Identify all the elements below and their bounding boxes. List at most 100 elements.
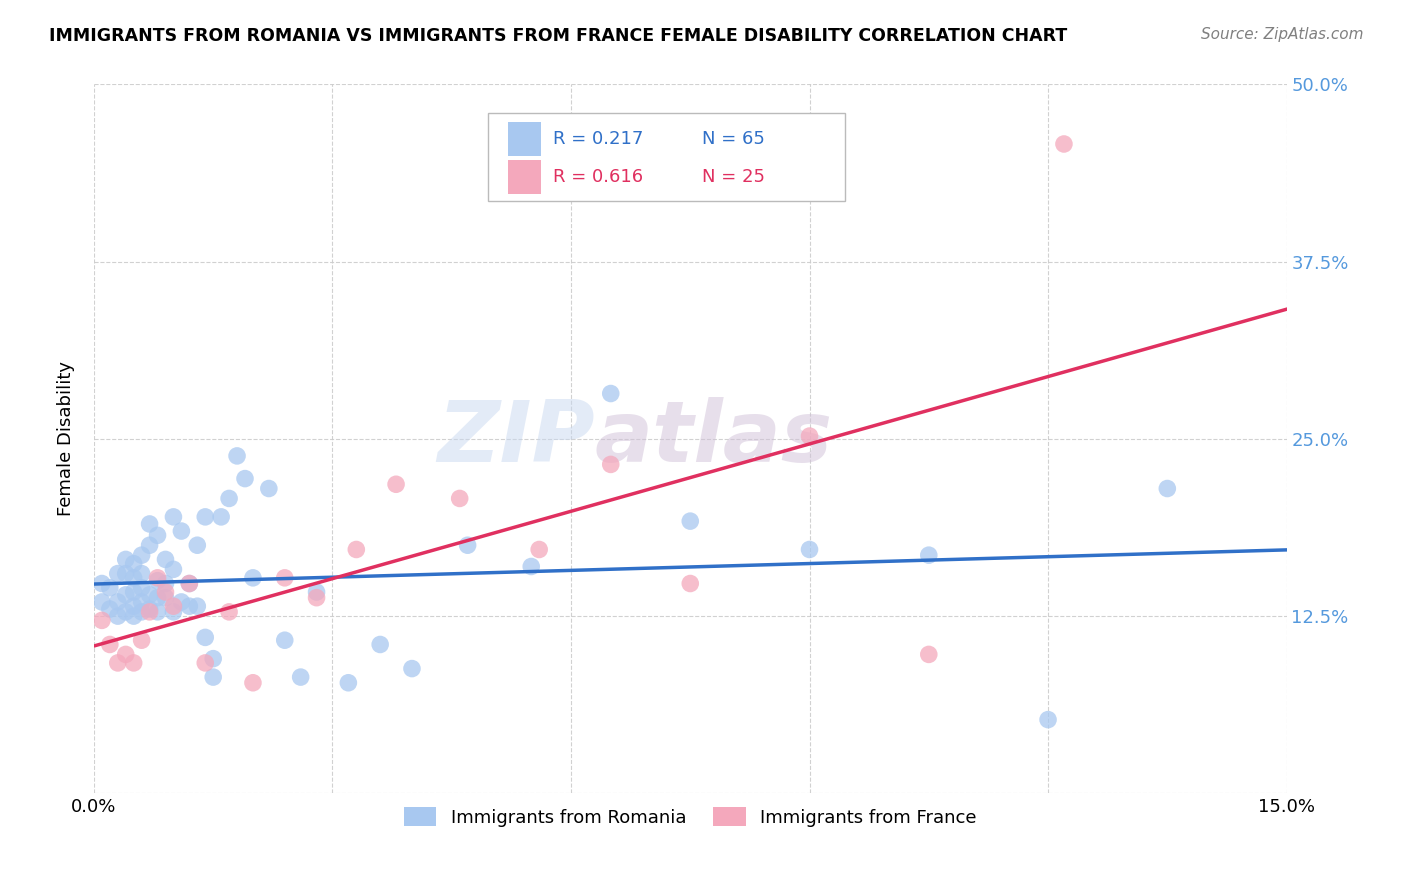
Point [107, 566, 129, 581]
Text: IMMIGRANTS FROM ROMANIA VS IMMIGRANTS FROM FRANCE FEMALE DISABILITY CORRELATION : IMMIGRANTS FROM ROMANIA VS IMMIGRANTS FR… [49, 27, 1067, 45]
Point [242, 675, 264, 690]
Point [162, 509, 184, 524]
Point [122, 557, 145, 571]
Y-axis label: Female Disability: Female Disability [58, 361, 75, 516]
Point [527, 542, 550, 557]
Point [194, 509, 217, 524]
Point [138, 516, 160, 531]
Text: N = 65: N = 65 [702, 130, 765, 148]
Point [131, 581, 153, 595]
Point [90, 576, 112, 591]
Point [98, 581, 121, 595]
Point [599, 458, 621, 472]
Point [179, 576, 201, 591]
Point [146, 591, 169, 605]
Text: R = 0.217: R = 0.217 [553, 130, 644, 148]
Point [257, 482, 280, 496]
Point [242, 571, 264, 585]
FancyBboxPatch shape [508, 160, 541, 194]
Point [179, 599, 201, 614]
Point [274, 571, 297, 585]
Point [202, 670, 225, 684]
Point [162, 605, 184, 619]
Point [449, 491, 471, 506]
Point [799, 542, 821, 557]
Point [107, 595, 129, 609]
Point [131, 595, 153, 609]
Point [131, 548, 153, 562]
Point [305, 591, 328, 605]
Point [179, 576, 201, 591]
Point [155, 585, 177, 599]
Point [107, 656, 129, 670]
Point [162, 599, 184, 614]
Point [385, 477, 408, 491]
Point [162, 562, 184, 576]
Point [599, 386, 621, 401]
Point [90, 613, 112, 627]
Point [218, 605, 240, 619]
FancyBboxPatch shape [488, 112, 845, 202]
Point [918, 648, 941, 662]
Point [131, 605, 153, 619]
Point [122, 609, 145, 624]
Point [155, 591, 177, 605]
Point [138, 538, 160, 552]
Point [107, 609, 129, 624]
Point [114, 566, 136, 581]
Point [138, 605, 160, 619]
Point [114, 648, 136, 662]
Point [155, 576, 177, 591]
Point [122, 571, 145, 585]
Text: N = 25: N = 25 [702, 168, 765, 186]
Point [337, 675, 360, 690]
Point [131, 566, 153, 581]
Point [170, 595, 193, 609]
Point [170, 524, 193, 538]
Point [194, 631, 217, 645]
Point [457, 538, 479, 552]
Point [233, 472, 256, 486]
Point [918, 548, 941, 562]
Point [138, 602, 160, 616]
Legend: Immigrants from Romania, Immigrants from France: Immigrants from Romania, Immigrants from… [396, 800, 984, 834]
Point [186, 599, 208, 614]
Point [274, 633, 297, 648]
Point [146, 574, 169, 588]
Point [98, 638, 121, 652]
Point [1053, 136, 1076, 151]
Point [122, 585, 145, 599]
Point [114, 605, 136, 619]
Point [186, 538, 208, 552]
Point [90, 595, 112, 609]
FancyBboxPatch shape [508, 122, 541, 156]
Point [344, 542, 367, 557]
Point [194, 656, 217, 670]
Point [122, 599, 145, 614]
Point [146, 571, 169, 585]
Point [122, 656, 145, 670]
Point [138, 588, 160, 602]
Point [114, 552, 136, 566]
Text: atlas: atlas [595, 398, 832, 481]
Point [679, 514, 702, 528]
Text: Source: ZipAtlas.com: Source: ZipAtlas.com [1201, 27, 1364, 42]
Point [290, 670, 312, 684]
Point [305, 585, 328, 599]
Text: ZIP: ZIP [437, 398, 595, 481]
Point [131, 633, 153, 648]
Point [209, 509, 232, 524]
Point [520, 559, 543, 574]
Point [218, 491, 240, 506]
Point [226, 449, 249, 463]
Point [1036, 713, 1059, 727]
Point [146, 605, 169, 619]
Point [202, 651, 225, 665]
Point [679, 576, 702, 591]
Point [155, 552, 177, 566]
Point [1156, 482, 1178, 496]
Point [98, 602, 121, 616]
Point [114, 588, 136, 602]
Point [146, 528, 169, 542]
Text: R = 0.616: R = 0.616 [553, 168, 643, 186]
